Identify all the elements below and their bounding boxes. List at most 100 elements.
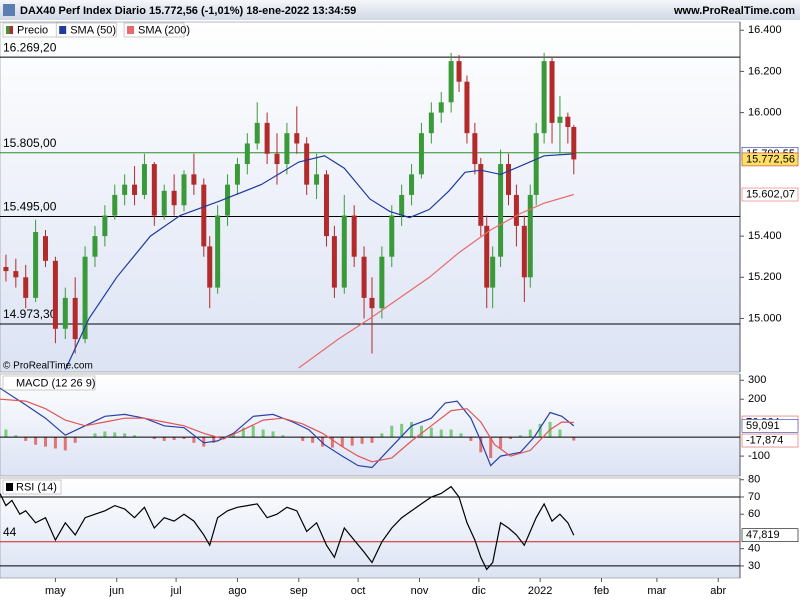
histogram-bar: [182, 437, 186, 440]
candle-body: [513, 194, 519, 226]
macd-line: [0, 387, 575, 469]
histogram-bar: [103, 431, 107, 438]
histogram-bar: [572, 437, 576, 441]
last-value-box: [741, 187, 799, 202]
histogram-bar: [508, 437, 512, 440]
candle-body: [225, 184, 231, 216]
level-label: 15.805,00: [3, 136, 57, 150]
legend-label: SMA (50): [70, 24, 116, 36]
y-tick-label: -100: [748, 450, 770, 462]
candle-body: [409, 174, 415, 195]
candle-body: [389, 215, 395, 257]
candle-body: [565, 116, 571, 127]
x-tick-label: mar: [647, 585, 666, 597]
panel-title: RSI (14): [16, 481, 57, 493]
histogram-bar: [73, 437, 77, 443]
candle-body: [351, 215, 357, 257]
candle-body: [191, 174, 197, 185]
sma-line: [64, 153, 574, 371]
last-value-box: [741, 152, 799, 167]
y-tick-label: 15.200: [748, 271, 782, 283]
histogram-bar: [340, 437, 344, 447]
y-tick-label: 70: [748, 491, 760, 503]
histogram-bar: [518, 435, 522, 438]
candle-body: [314, 174, 320, 185]
histogram-bar: [241, 427, 245, 438]
histogram-bar: [162, 437, 166, 441]
histogram-bar: [53, 437, 57, 449]
candle-body: [304, 143, 310, 185]
candle-body: [399, 194, 405, 216]
level-label: 15.495,00: [3, 200, 57, 214]
x-tick-label: dic: [472, 585, 487, 597]
x-tick-label: jul: [170, 585, 182, 597]
panel-title-box: [2, 479, 62, 495]
candle-body: [33, 232, 39, 298]
candle-body: [379, 256, 385, 309]
candle-body: [323, 174, 329, 237]
macd-line: [0, 398, 574, 463]
candle-body: [521, 225, 527, 278]
histogram-bar: [202, 437, 206, 447]
candle-body: [102, 215, 108, 237]
x-tick-label: feb: [594, 585, 609, 597]
candle-body: [448, 61, 454, 103]
candle-body: [151, 164, 157, 216]
legend-swatch: [127, 26, 135, 34]
x-tick-label: 2022: [528, 585, 552, 597]
histogram-bar: [261, 429, 265, 438]
histogram-bar: [410, 421, 414, 438]
candle-body: [3, 267, 9, 272]
x-tick-label: ago: [228, 585, 246, 597]
x-tick-label: abr: [710, 585, 726, 597]
histogram-bar: [489, 437, 493, 458]
panel-title-box: [2, 375, 96, 391]
histogram-bar: [469, 437, 473, 441]
y-tick-label: 60: [748, 508, 760, 520]
histogram-bar: [4, 429, 8, 438]
legend-swatch: [59, 26, 67, 34]
y-tick-label: 15.000: [748, 312, 782, 324]
axis-background: [740, 478, 800, 578]
x-tick-label: nov: [411, 585, 429, 597]
candle-body: [52, 260, 58, 329]
candle-body: [23, 277, 29, 298]
header-bar: [0, 0, 800, 20]
level-label: 14.973,30: [3, 307, 57, 321]
histogram-bar: [113, 432, 117, 438]
legend-swatch: [6, 483, 13, 491]
histogram-bar: [231, 433, 235, 438]
candle-body: [112, 194, 118, 216]
panel-background: [0, 477, 741, 579]
candle-body: [181, 174, 187, 206]
candle-body: [369, 297, 375, 309]
histogram-bar: [44, 437, 48, 447]
histogram-bar: [271, 431, 275, 438]
candle-body: [62, 297, 68, 329]
last-value-label: -17,874: [746, 434, 783, 446]
histogram-bar: [370, 437, 374, 443]
last-value-label: 59,091: [746, 420, 780, 432]
histogram-bar: [499, 437, 503, 449]
legend-box: [123, 22, 185, 38]
candle-body: [82, 256, 88, 340]
y-tick-label: 80: [748, 474, 760, 486]
candle-body: [478, 164, 484, 226]
legend-label: Precio: [17, 24, 48, 36]
y-tick-label: 40: [748, 543, 760, 555]
histogram-bar: [192, 437, 196, 443]
candle-body: [557, 116, 563, 123]
candle-body: [418, 133, 424, 175]
candle-body: [264, 122, 270, 154]
histogram-bar: [212, 437, 216, 443]
level-label: 16.269,20: [3, 40, 57, 54]
header-title: DAX40 Perf Index Diario 15.772,56 (-1,01…: [20, 5, 356, 17]
y-tick-label: 300: [748, 374, 766, 386]
last-value-label: 47,819: [746, 529, 780, 541]
y-tick-label: 200: [748, 393, 766, 405]
histogram-bar: [34, 437, 38, 445]
histogram-bar: [429, 427, 433, 438]
x-tick-label: jun: [108, 585, 124, 597]
histogram-bar: [528, 429, 532, 438]
legend-box: [55, 22, 117, 38]
